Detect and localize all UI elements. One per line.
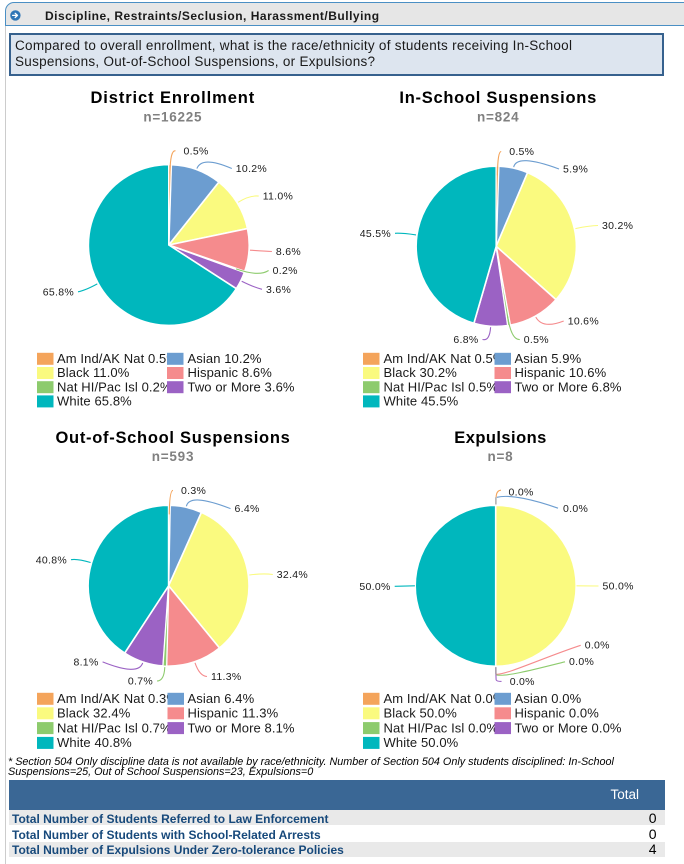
svg-text:Black 50.0%: Black 50.0%	[384, 706, 458, 721]
svg-text:District Enrollment: District Enrollment	[90, 89, 255, 107]
svg-text:65.8%: 65.8%	[43, 286, 74, 298]
svg-text:Hispanic 10.6%: Hispanic 10.6%	[515, 365, 607, 380]
svg-text:0.5%: 0.5%	[184, 146, 209, 158]
svg-text:Asian 6.4%: Asian 6.4%	[188, 691, 255, 706]
svg-text:White 40.8%: White 40.8%	[57, 735, 132, 750]
svg-text:Am Ind/AK Nat 0.5%: Am Ind/AK Nat 0.5%	[384, 351, 505, 366]
svg-text:50.0%: 50.0%	[603, 581, 634, 593]
svg-text:n=824: n=824	[477, 110, 519, 125]
svg-text:Am Ind/AK Nat 0.5%: Am Ind/AK Nat 0.5%	[57, 351, 178, 366]
svg-text:White 65.8%: White 65.8%	[57, 394, 132, 409]
svg-text:White 50.0%: White 50.0%	[384, 735, 459, 750]
svg-text:Hispanic 11.3%: Hispanic 11.3%	[188, 706, 279, 721]
svg-text:0.5%: 0.5%	[509, 146, 534, 158]
svg-text:Am Ind/AK Nat 0.0%: Am Ind/AK Nat 0.0%	[384, 691, 505, 706]
svg-text:0.3%: 0.3%	[181, 485, 206, 497]
svg-text:50.0%: 50.0%	[359, 581, 390, 593]
svg-text:0.7%: 0.7%	[128, 676, 153, 688]
svg-text:0.0%: 0.0%	[509, 487, 534, 499]
svg-text:0.0%: 0.0%	[585, 640, 610, 652]
svg-text:Two or More 6.8%: Two or More 6.8%	[515, 379, 622, 394]
svg-text:Asian 10.2%: Asian 10.2%	[188, 351, 262, 366]
svg-text:11.0%: 11.0%	[263, 191, 294, 203]
svg-text:In-School Suspensions: In-School Suspensions	[399, 89, 597, 107]
svg-text:Hispanic 0.0%: Hispanic 0.0%	[515, 706, 600, 721]
svg-text:11.3%: 11.3%	[211, 671, 242, 683]
svg-text:Two or More 3.6%: Two or More 3.6%	[188, 379, 295, 394]
svg-text:Out-of-School Suspensions: Out-of-School Suspensions	[56, 429, 291, 447]
svg-text:Hispanic 8.6%: Hispanic 8.6%	[188, 365, 273, 380]
svg-text:Black 11.0%: Black 11.0%	[57, 365, 130, 380]
svg-text:0.0%: 0.0%	[563, 503, 588, 515]
svg-text:White 45.5%: White 45.5%	[384, 394, 459, 409]
svg-text:8.1%: 8.1%	[73, 657, 98, 669]
svg-text:0.0%: 0.0%	[510, 676, 535, 688]
svg-text:8.6%: 8.6%	[276, 246, 301, 258]
svg-text:30.2%: 30.2%	[602, 220, 633, 232]
svg-text:0.0%: 0.0%	[569, 656, 594, 668]
svg-text:32.4%: 32.4%	[277, 569, 308, 581]
svg-text:45.5%: 45.5%	[360, 228, 391, 240]
svg-text:0.5%: 0.5%	[524, 334, 549, 346]
svg-text:10.6%: 10.6%	[568, 316, 599, 328]
svg-text:10.2%: 10.2%	[236, 163, 267, 175]
svg-text:Am Ind/AK Nat 0.3%: Am Ind/AK Nat 0.3%	[57, 691, 178, 706]
svg-text:Asian 0.0%: Asian 0.0%	[515, 691, 582, 706]
svg-text:3.6%: 3.6%	[266, 284, 291, 296]
svg-text:n=593: n=593	[152, 449, 194, 464]
svg-text:n=16225: n=16225	[143, 110, 202, 125]
svg-text:Two or More 0.0%: Two or More 0.0%	[515, 720, 622, 735]
svg-text:Black 30.2%: Black 30.2%	[384, 365, 458, 380]
svg-text:Expulsions: Expulsions	[454, 429, 547, 447]
svg-text:Nat HI/Pac Isl 0.2%: Nat HI/Pac Isl 0.2%	[57, 379, 172, 394]
svg-text:5.9%: 5.9%	[563, 164, 588, 176]
svg-text:0.2%: 0.2%	[273, 265, 298, 277]
svg-text:6.8%: 6.8%	[453, 334, 478, 346]
svg-text:Nat HI/Pac Isl 0.5%: Nat HI/Pac Isl 0.5%	[384, 379, 499, 394]
svg-text:Nat HI/Pac Isl 0.0%: Nat HI/Pac Isl 0.0%	[384, 720, 499, 735]
svg-text:Black 32.4%: Black 32.4%	[57, 706, 131, 721]
svg-text:40.8%: 40.8%	[36, 554, 67, 566]
svg-text:Asian 5.9%: Asian 5.9%	[515, 351, 582, 366]
svg-text:6.4%: 6.4%	[235, 503, 260, 515]
svg-text:Two or More 8.1%: Two or More 8.1%	[188, 720, 295, 735]
svg-text:n=8: n=8	[488, 449, 514, 464]
svg-text:Nat HI/Pac Isl 0.7%: Nat HI/Pac Isl 0.7%	[57, 720, 172, 735]
